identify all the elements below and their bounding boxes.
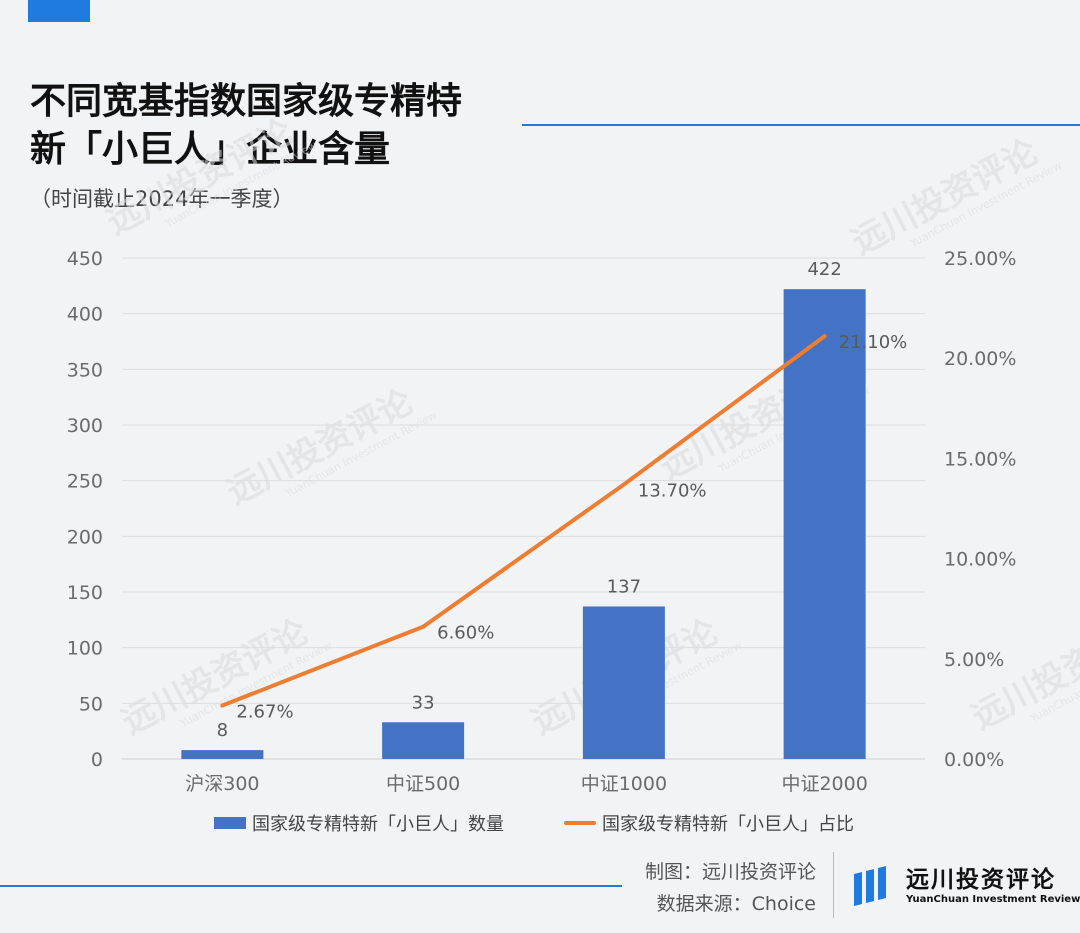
line-label-0: 2.67% bbox=[236, 701, 293, 722]
credits-block: 制图：远川投资评论 数据来源：Choice bbox=[645, 856, 816, 920]
x-tick-1: 中证500 bbox=[386, 773, 460, 795]
bar-label-1: 33 bbox=[412, 692, 435, 713]
bar-0 bbox=[181, 750, 264, 759]
y-right-tick-0: 25.00% bbox=[944, 248, 1016, 270]
y-right-tick-2: 15.00% bbox=[944, 448, 1016, 470]
y-left-tick-3: 300 bbox=[67, 415, 103, 437]
logo-divider bbox=[833, 852, 834, 918]
bar-data-labels: 8 33 137 422 bbox=[217, 259, 842, 741]
y-right-tick-1: 20.00% bbox=[944, 348, 1016, 370]
bar-2 bbox=[582, 606, 665, 759]
bar-label-0: 8 bbox=[217, 720, 228, 741]
legend-item-bar: 国家级专精特新「小巨人」数量 bbox=[214, 810, 504, 836]
title-divider-rule bbox=[522, 124, 1080, 126]
left-axis-ticks: 450 400 350 300 250 200 150 100 50 0 bbox=[67, 248, 103, 771]
credit-maker: 制图：远川投资评论 bbox=[644, 861, 816, 883]
brand-logo-en: YuanChuan Investment Review bbox=[906, 894, 1080, 905]
bar-label-2: 137 bbox=[607, 576, 641, 597]
line-data-labels: 2.67% 6.60% 13.70% 21.10% bbox=[236, 332, 907, 722]
watermark-cn-0: 远川投资评论 bbox=[220, 381, 420, 513]
y-left-tick-5: 200 bbox=[67, 526, 103, 548]
legend-swatch-line bbox=[564, 821, 596, 825]
credit-source: 数据来源：Choice bbox=[656, 893, 816, 915]
brand-logo-icon bbox=[854, 866, 886, 906]
legend-label-line: 国家级专精特新「小巨人」占比 bbox=[602, 814, 854, 835]
chart-legend: 国家级专精特新「小巨人」数量 国家级专精特新「小巨人」占比 bbox=[0, 810, 1080, 838]
chart-subtitle: （时间截止2024年一季度） bbox=[30, 187, 294, 211]
y-right-tick-4: 5.00% bbox=[944, 649, 1004, 671]
watermark-cn-4: 远川投资评论 bbox=[965, 606, 1080, 738]
line-series bbox=[220, 334, 827, 708]
line-label-3: 21.10% bbox=[839, 332, 908, 353]
line-point-0 bbox=[220, 703, 225, 708]
bar-series bbox=[181, 289, 866, 759]
brand-logo: 远川投资评论 YuanChuan Investment Review bbox=[852, 866, 1080, 908]
x-tick-3: 中证2000 bbox=[781, 773, 867, 795]
watermark-cn-5: 远川投资评论 bbox=[115, 611, 315, 743]
bar-label-3: 422 bbox=[807, 259, 841, 280]
line-label-2: 13.70% bbox=[638, 480, 707, 501]
y-left-tick-7: 100 bbox=[67, 638, 103, 660]
chart-title-line1: 不同宽基指数国家级专精特 bbox=[30, 81, 463, 122]
y-left-tick-2: 350 bbox=[67, 359, 103, 381]
line-point-1 bbox=[421, 624, 426, 629]
watermark-cn-2: 远川投资评论 bbox=[845, 131, 1045, 263]
watermark-cn-3: 远川投资评论 bbox=[100, 111, 300, 243]
line-point-3 bbox=[822, 334, 827, 339]
bar-1 bbox=[382, 722, 465, 759]
y-right-tick-5: 0.00% bbox=[944, 749, 1004, 771]
brand-logo-cn: 远川投资评论 bbox=[906, 867, 1056, 893]
legend-label-bar: 国家级专精特新「小巨人」数量 bbox=[252, 814, 504, 835]
y-left-tick-0: 450 bbox=[67, 248, 103, 270]
legend-swatch-bar bbox=[214, 817, 246, 829]
line-label-1: 6.60% bbox=[437, 623, 494, 644]
legend-item-line: 国家级专精特新「小巨人」占比 bbox=[564, 810, 854, 836]
y-left-tick-6: 150 bbox=[67, 582, 103, 604]
x-tick-2: 中证1000 bbox=[581, 773, 667, 795]
y-left-tick-4: 250 bbox=[67, 471, 103, 493]
right-axis-ticks: 25.00% 20.00% 15.00% 10.00% 5.00% 0.00% bbox=[944, 248, 1016, 771]
chart-title-line2: 新「小巨人」企业含量 bbox=[30, 129, 391, 170]
corner-accent-block bbox=[28, 0, 90, 22]
bar-3 bbox=[783, 289, 866, 759]
y-left-tick-9: 0 bbox=[91, 749, 103, 771]
bottom-divider-rule bbox=[0, 885, 622, 887]
x-tick-0: 沪深300 bbox=[185, 773, 259, 795]
chart-title: 不同宽基指数国家级专精特 新「小巨人」企业含量 bbox=[30, 78, 462, 174]
line-point-2 bbox=[621, 482, 626, 487]
y-left-tick-8: 50 bbox=[79, 693, 103, 715]
y-left-tick-1: 400 bbox=[67, 304, 103, 326]
line-path bbox=[220, 334, 827, 708]
y-right-tick-3: 10.00% bbox=[944, 549, 1016, 571]
x-axis-tick-labels: 沪深300 中证500 中证1000 中证2000 bbox=[185, 773, 868, 795]
